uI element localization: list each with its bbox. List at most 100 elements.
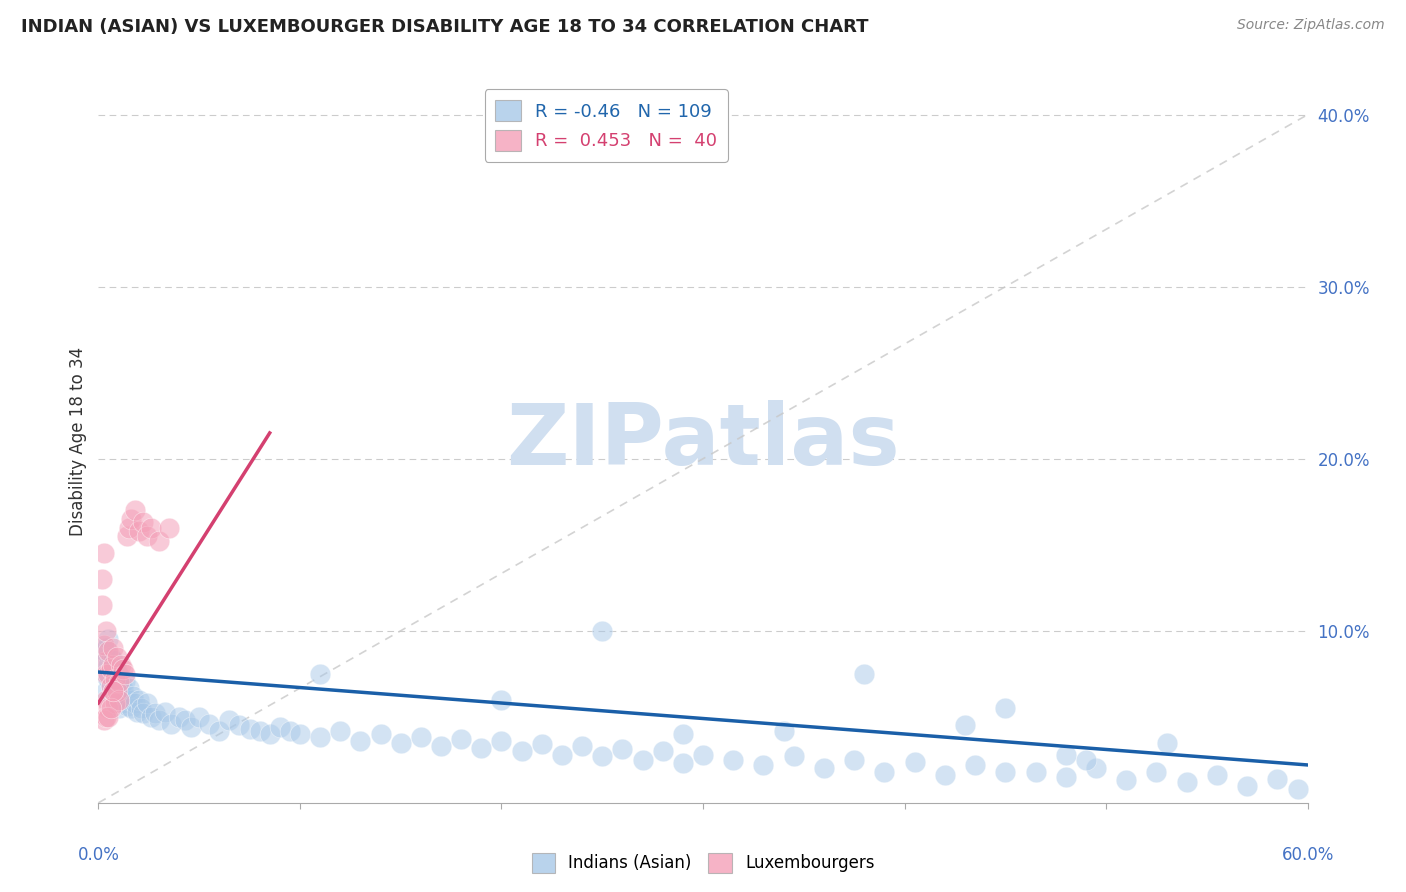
Point — [934, 768, 956, 782]
Point — [853, 666, 876, 681]
Point — [349, 734, 371, 748]
Point — [128, 524, 150, 538]
Point — [783, 749, 806, 764]
Point — [110, 658, 132, 673]
Point — [97, 658, 120, 673]
Point — [571, 739, 593, 753]
Point — [124, 696, 146, 710]
Point — [107, 668, 129, 682]
Point — [96, 710, 118, 724]
Point — [101, 665, 124, 679]
Point — [329, 723, 352, 738]
Point — [409, 731, 432, 745]
Point — [93, 644, 115, 658]
Point — [491, 692, 513, 706]
Point — [105, 649, 128, 664]
Point — [101, 684, 124, 698]
Point — [118, 520, 141, 534]
Point — [844, 753, 866, 767]
Point — [873, 764, 896, 779]
Text: INDIAN (ASIAN) VS LUXEMBOURGER DISABILITY AGE 18 TO 34 CORRELATION CHART: INDIAN (ASIAN) VS LUXEMBOURGER DISABILIT… — [21, 18, 869, 36]
Point — [100, 679, 122, 693]
Point — [96, 666, 118, 681]
Point — [813, 761, 835, 775]
Y-axis label: Disability Age 18 to 34: Disability Age 18 to 34 — [69, 347, 87, 536]
Point — [107, 679, 129, 693]
Text: 60.0%: 60.0% — [1281, 847, 1334, 864]
Point — [103, 660, 125, 674]
Point — [100, 701, 122, 715]
Point — [125, 705, 148, 719]
Point — [114, 689, 136, 703]
Point — [143, 706, 166, 721]
Point — [93, 546, 115, 560]
Point — [752, 758, 775, 772]
Point — [107, 701, 129, 715]
Point — [994, 701, 1017, 715]
Point — [135, 529, 157, 543]
Point — [97, 710, 120, 724]
Point — [124, 503, 146, 517]
Point — [470, 740, 492, 755]
Point — [148, 713, 170, 727]
Point — [278, 723, 301, 738]
Point — [121, 689, 143, 703]
Point — [118, 681, 141, 695]
Point — [269, 720, 291, 734]
Point — [107, 675, 129, 690]
Point — [672, 727, 695, 741]
Point — [96, 692, 118, 706]
Point — [97, 666, 120, 681]
Point — [228, 718, 250, 732]
Point — [188, 710, 211, 724]
Point — [139, 520, 162, 534]
Point — [249, 723, 271, 738]
Point — [1054, 770, 1077, 784]
Point — [101, 640, 124, 655]
Legend: R = -0.46   N = 109, R =  0.453   N =  40: R = -0.46 N = 109, R = 0.453 N = 40 — [485, 89, 728, 161]
Point — [139, 710, 162, 724]
Text: Source: ZipAtlas.com: Source: ZipAtlas.com — [1237, 18, 1385, 32]
Point — [153, 705, 176, 719]
Point — [101, 653, 124, 667]
Point — [157, 520, 180, 534]
Point — [132, 516, 155, 530]
Point — [93, 655, 115, 669]
Point — [450, 732, 472, 747]
Point — [1206, 768, 1229, 782]
Point — [167, 710, 190, 724]
Point — [96, 624, 118, 638]
Point — [100, 662, 122, 676]
Point — [1115, 773, 1137, 788]
Point — [103, 696, 125, 710]
Point — [103, 672, 125, 686]
Point — [965, 758, 987, 772]
Point — [120, 701, 142, 715]
Point — [631, 753, 654, 767]
Point — [1286, 782, 1309, 797]
Point — [110, 675, 132, 690]
Point — [672, 756, 695, 771]
Point — [309, 666, 332, 681]
Point — [1236, 779, 1258, 793]
Point — [97, 672, 120, 686]
Point — [103, 684, 125, 698]
Point — [723, 753, 745, 767]
Point — [148, 534, 170, 549]
Point — [259, 727, 281, 741]
Point — [111, 682, 134, 697]
Point — [1267, 772, 1289, 786]
Legend: Indians (Asian), Luxembourgers: Indians (Asian), Luxembourgers — [524, 847, 882, 880]
Point — [1146, 764, 1168, 779]
Point — [1156, 735, 1178, 749]
Point — [389, 735, 412, 749]
Point — [101, 684, 124, 698]
Point — [174, 713, 197, 727]
Point — [135, 696, 157, 710]
Point — [1025, 764, 1047, 779]
Point — [114, 666, 136, 681]
Point — [953, 718, 976, 732]
Point — [105, 664, 128, 678]
Point — [114, 673, 136, 688]
Point — [93, 638, 115, 652]
